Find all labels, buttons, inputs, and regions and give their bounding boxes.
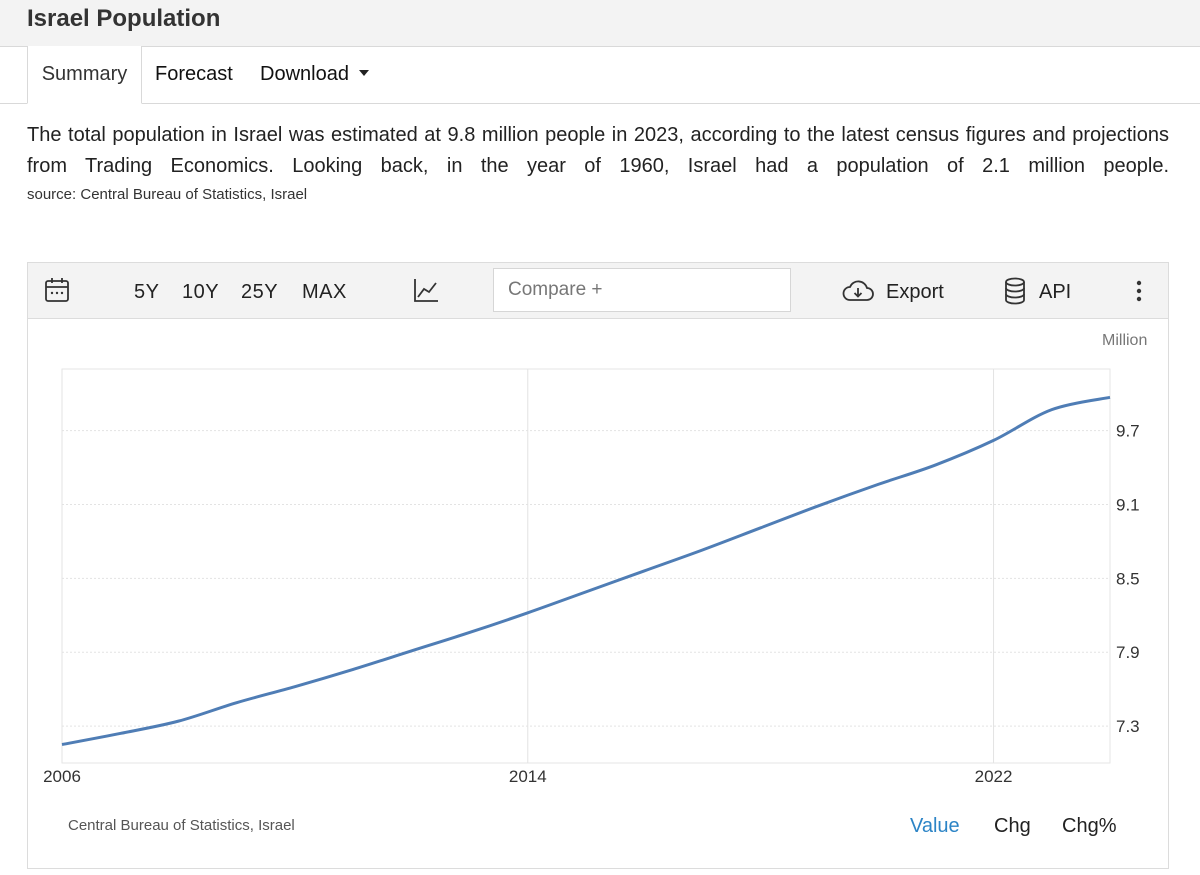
- tab-forecast[interactable]: Forecast: [155, 63, 233, 85]
- description-text: The total population in Israel was estim…: [27, 124, 1169, 177]
- line-chart: 7.3 7.9 8.5 9.1 9.7 2006 2014 2022: [43, 368, 1140, 786]
- tab-download[interactable]: Download: [260, 46, 369, 103]
- x-tick-label: 2006: [43, 767, 81, 786]
- unit-label: Million: [1102, 332, 1148, 349]
- y-tick-label: 9.1: [1116, 495, 1140, 514]
- view-value-tab[interactable]: Value: [910, 815, 960, 837]
- y-tick-label: 9.7: [1116, 422, 1140, 441]
- series-line: [61, 395, 1111, 747]
- calendar-icon[interactable]: [44, 277, 70, 303]
- x-tick-label: 2014: [509, 767, 547, 786]
- view-chg-percent-tab[interactable]: Chg%: [1062, 815, 1117, 837]
- y-tick-label: 7.9: [1116, 643, 1140, 662]
- more-vertical-icon[interactable]: [1134, 279, 1144, 303]
- page-title: Israel Population: [27, 5, 221, 32]
- cloud-download-icon[interactable]: [842, 280, 874, 302]
- api-button[interactable]: API: [1039, 281, 1072, 303]
- chart-toolbar: 5Y 10Y 25Y MAX Export API: [28, 263, 1168, 319]
- export-button[interactable]: Export: [886, 281, 944, 303]
- plot-frame: [61, 368, 1111, 764]
- line-chart-icon[interactable]: [413, 277, 439, 303]
- range-25y-button[interactable]: 25Y: [241, 281, 279, 303]
- caret-down-icon: [358, 69, 369, 76]
- view-chg-tab[interactable]: Chg: [994, 815, 1031, 837]
- tab-bar: Summary Forecast Download: [0, 46, 1200, 104]
- header-bar: Israel Population: [0, 0, 1200, 47]
- source-line: source: Central Bureau of Statistics, Is…: [27, 186, 308, 203]
- chart-source: Central Bureau of Statistics, Israel: [68, 817, 295, 834]
- tab-download-label: Download: [260, 63, 349, 85]
- y-tick-label: 8.5: [1116, 569, 1140, 588]
- database-icon[interactable]: [1004, 277, 1026, 305]
- tab-summary[interactable]: Summary: [27, 46, 142, 104]
- range-10y-button[interactable]: 10Y: [182, 281, 220, 303]
- y-tick-label: 7.3: [1116, 717, 1140, 736]
- compare-input[interactable]: [493, 268, 791, 312]
- range-max-button[interactable]: MAX: [302, 281, 347, 303]
- x-tick-label: 2022: [975, 767, 1013, 786]
- chart-panel: 5Y 10Y 25Y MAX Export API Million 7.3 7.9…: [27, 262, 1169, 869]
- range-5y-button[interactable]: 5Y: [134, 281, 160, 303]
